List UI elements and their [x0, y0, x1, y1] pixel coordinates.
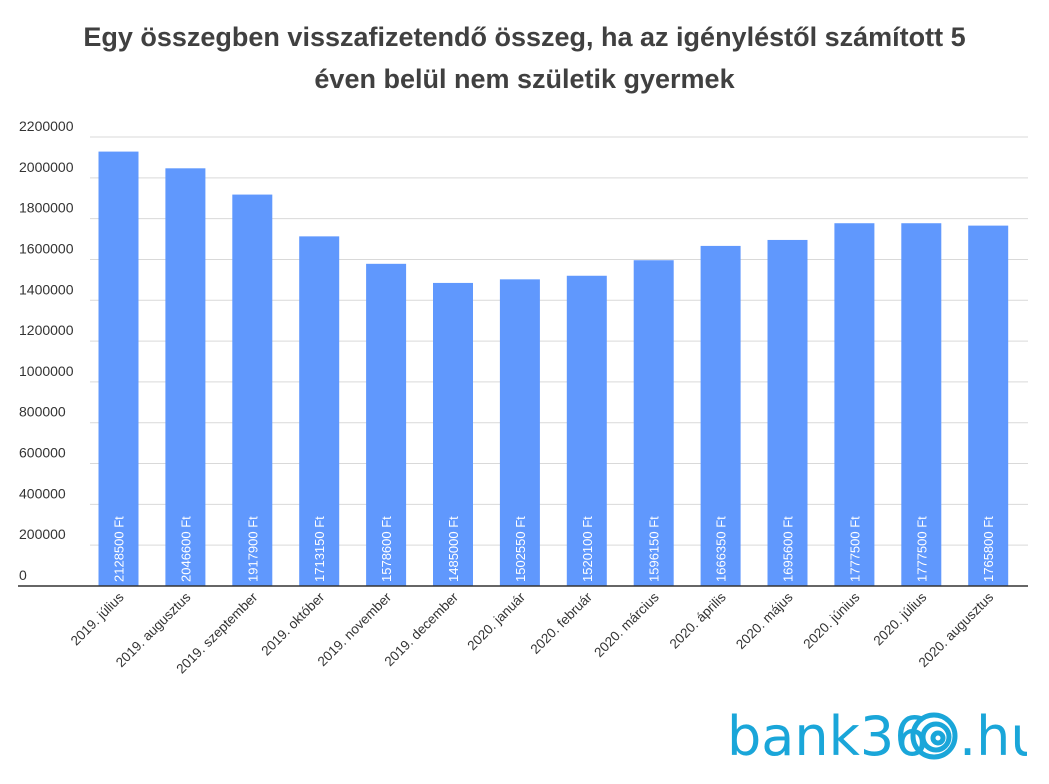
bar: [968, 225, 1009, 586]
bar: [566, 275, 607, 586]
bar: [98, 151, 139, 586]
bar-data-label: 1596150 Ft: [647, 516, 662, 582]
x-tick-label: 2020. július: [871, 589, 930, 648]
bar: [767, 239, 808, 586]
bar: [165, 168, 206, 586]
bar-data-label: 2128500 Ft: [112, 516, 127, 582]
bar-data-label: 1502550 Ft: [513, 516, 528, 582]
chart-title: Egy összegben visszafizetendő összeg, ha…: [0, 16, 1049, 100]
brand-logo: bank36 .hu: [727, 700, 1045, 770]
x-tick-label: 2019. december: [382, 589, 462, 669]
brand-prefix: bank36: [727, 705, 929, 768]
bar: [499, 279, 540, 586]
bar: [834, 223, 875, 587]
y-tick-label: 800000: [19, 404, 66, 420]
y-tick-label: 1800000: [19, 200, 74, 216]
y-tick-label: 1600000: [19, 240, 74, 256]
x-tick-label: 2020. június: [800, 589, 862, 651]
x-tick-label: 2020. január: [464, 589, 528, 653]
bar-data-label: 1666350 Ft: [714, 516, 729, 582]
bar-data-label: 1695600 Ft: [781, 516, 796, 582]
y-tick-label: 2200000: [19, 118, 74, 134]
bar-data-label: 2046600 Ft: [178, 516, 193, 582]
bar-data-label: 1520100 Ft: [580, 516, 595, 582]
bar-data-label: 1917900 Ft: [245, 516, 260, 582]
bar-data-label: 1578600 Ft: [379, 516, 394, 582]
bar-data-label: 1485000 Ft: [446, 516, 461, 582]
x-tick-label: 2019. október: [258, 589, 327, 658]
chart-title-line-2: éven belül nem születik gyermek: [314, 64, 735, 94]
bar: [299, 236, 340, 586]
y-tick-label: 1200000: [19, 322, 74, 338]
bar: [633, 260, 674, 586]
x-tick-label: 2020. május: [733, 589, 796, 652]
x-tick-label: 2020. április: [667, 589, 729, 651]
spiral-zero-icon: [910, 712, 958, 760]
bar: [700, 245, 741, 586]
bar: [232, 194, 273, 587]
y-tick-label: 2000000: [19, 159, 74, 175]
y-tick-label: 400000: [19, 485, 66, 501]
y-tick-label: 600000: [19, 445, 66, 461]
brand-logo-svg: bank36 .hu: [727, 705, 1045, 768]
y-tick-label: 0: [19, 567, 27, 583]
bar-data-label: 1777500 Ft: [847, 516, 862, 582]
y-tick-label: 1400000: [19, 281, 74, 297]
bar-data-label: 1765800 Ft: [981, 516, 996, 582]
brand-suffix: .hu: [959, 705, 1027, 768]
bar: [433, 282, 473, 586]
x-tick-label: 2020. február: [528, 589, 596, 657]
x-tick-label: 2019. július: [68, 589, 127, 648]
bar: [366, 263, 407, 586]
bar: [901, 223, 942, 587]
bar-data-label: 1713150 Ft: [312, 516, 327, 582]
y-tick-label: 1000000: [19, 363, 74, 379]
bar-data-label: 1777500 Ft: [914, 516, 929, 582]
x-tick-label: 2020. március: [591, 589, 662, 660]
y-tick-label: 200000: [19, 526, 66, 542]
chart-title-line-1: Egy összegben visszafizetendő összeg, ha…: [83, 22, 966, 52]
